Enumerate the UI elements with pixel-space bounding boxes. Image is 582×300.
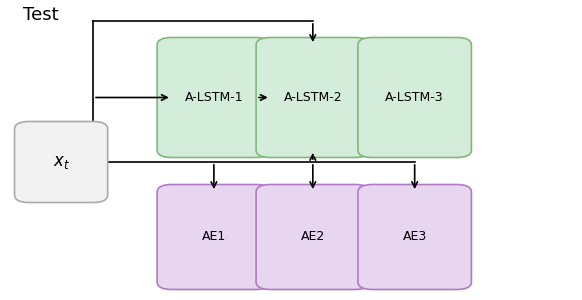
FancyBboxPatch shape xyxy=(256,38,370,158)
Text: Test: Test xyxy=(23,6,59,24)
Text: AE3: AE3 xyxy=(403,230,427,244)
FancyBboxPatch shape xyxy=(358,38,471,158)
FancyBboxPatch shape xyxy=(157,38,271,158)
Text: AE2: AE2 xyxy=(301,230,325,244)
Text: A-LSTM-2: A-LSTM-2 xyxy=(283,91,342,104)
Text: $x_t$: $x_t$ xyxy=(52,153,70,171)
FancyBboxPatch shape xyxy=(358,184,471,290)
Text: A-LSTM-3: A-LSTM-3 xyxy=(385,91,444,104)
FancyBboxPatch shape xyxy=(256,184,370,290)
Text: A-LSTM-1: A-LSTM-1 xyxy=(184,91,243,104)
FancyBboxPatch shape xyxy=(15,122,108,202)
Text: AE1: AE1 xyxy=(202,230,226,244)
FancyBboxPatch shape xyxy=(157,184,271,290)
